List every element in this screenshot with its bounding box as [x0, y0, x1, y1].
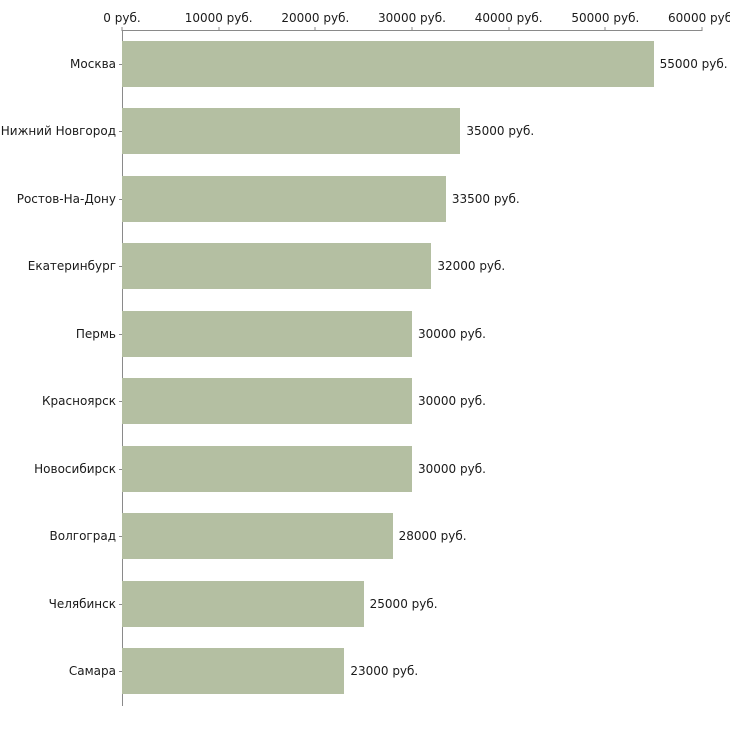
x-tick-label: 30000 руб. — [378, 11, 446, 25]
bar-track: 25000 руб. — [119, 580, 702, 627]
bar-track: 32000 руб. — [119, 243, 702, 290]
bar-track: 28000 руб. — [119, 513, 702, 560]
bar-row: Нижний Новгород 35000 руб. — [0, 98, 730, 166]
bar — [122, 175, 446, 222]
bar-track: 30000 руб. — [119, 445, 702, 492]
value-label: 30000 руб. — [418, 394, 486, 409]
bar-row: Красноярск 30000 руб. — [0, 368, 730, 436]
bar — [122, 648, 345, 695]
bar-track: 30000 руб. — [119, 310, 702, 357]
category-label: Самара — [68, 664, 116, 679]
x-tick-mark — [121, 27, 123, 31]
bar-row: Москва 55000 руб. — [0, 30, 730, 98]
x-tick-mark — [218, 27, 220, 31]
value-label: 28000 руб. — [398, 529, 467, 544]
bar — [122, 40, 654, 87]
bar-track: 33500 руб. — [119, 175, 702, 222]
value-label: 23000 руб. — [350, 664, 419, 679]
bar-track: 23000 руб. — [119, 648, 702, 695]
value-label: 30000 руб. — [418, 326, 486, 341]
bar-track: 55000 руб. — [119, 40, 728, 87]
bar — [122, 580, 364, 627]
value-label: 35000 руб. — [466, 124, 535, 139]
x-tick-label: 60000 руб. — [668, 11, 730, 25]
bar-row: Екатеринбург 32000 руб. — [0, 233, 730, 301]
bar-row: Челябинск 25000 руб. — [0, 570, 730, 638]
x-tick-label: 20000 руб. — [281, 11, 350, 25]
category-label: Москва — [70, 56, 116, 71]
bar-row: Волгоград 28000 руб. — [0, 503, 730, 571]
category-label: Волгоград — [49, 529, 116, 544]
x-tick-mark — [411, 27, 413, 31]
bar-row: Самара 23000 руб. — [0, 638, 730, 706]
bar — [122, 445, 412, 492]
value-label: 33500 руб. — [451, 191, 520, 206]
x-tick-mark — [508, 27, 510, 31]
value-label: 30000 руб. — [418, 461, 486, 476]
category-label: Пермь — [75, 326, 116, 341]
y-axis — [122, 30, 123, 706]
category-label: Новосибирск — [34, 461, 116, 476]
x-tick-mark — [701, 27, 703, 31]
x-tick-mark — [314, 27, 316, 31]
x-tick-mark — [604, 27, 606, 31]
x-tick-label: 0 руб. — [103, 11, 141, 25]
plot-area: Москва 55000 руб. Нижний Новгород 35000 руб… — [0, 30, 730, 705]
category-label: Красноярск — [42, 394, 116, 409]
bar — [122, 513, 393, 560]
bar — [122, 378, 412, 425]
value-label: 55000 руб. — [659, 56, 728, 71]
x-axis: 0 руб. 10000 руб. 20000 руб. 30000 руб. 4000… — [103, 11, 730, 31]
x-tick-label: 50000 руб. — [571, 11, 640, 25]
bar-track: 35000 руб. — [119, 108, 702, 155]
bar-row: Новосибирск 30000 руб. — [0, 435, 730, 503]
category-label: Екатеринбург — [27, 259, 116, 274]
x-tick-label: 40000 руб. — [474, 11, 543, 25]
bar-track: 30000 руб. — [119, 378, 702, 425]
category-label: Нижний Новгород — [0, 124, 116, 139]
category-label: Челябинск — [48, 596, 116, 611]
bar — [122, 243, 432, 290]
bar — [122, 310, 412, 357]
bar-row: Пермь 30000 руб. — [0, 300, 730, 368]
value-label: 25000 руб. — [369, 596, 438, 611]
x-tick-label: 10000 руб. — [184, 11, 253, 25]
bar — [122, 108, 461, 155]
value-label: 32000 руб. — [437, 259, 506, 274]
category-label: Ростов-На-Дону — [16, 191, 116, 206]
bar-row: Ростов-На-Дону 33500 руб. — [0, 165, 730, 233]
